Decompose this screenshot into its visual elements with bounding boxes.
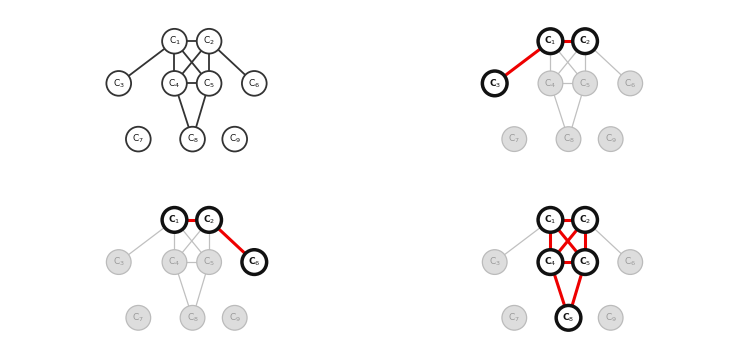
Text: C$_{8}$: C$_{8}$ bbox=[187, 312, 198, 324]
Circle shape bbox=[162, 29, 187, 53]
Text: C$_{4}$: C$_{4}$ bbox=[545, 77, 557, 90]
Circle shape bbox=[573, 71, 598, 96]
Text: C$_{4}$: C$_{4}$ bbox=[545, 256, 557, 268]
Circle shape bbox=[538, 71, 562, 96]
Text: C$_{7}$: C$_{7}$ bbox=[133, 133, 145, 145]
Circle shape bbox=[222, 305, 247, 330]
Text: C$_{2}$: C$_{2}$ bbox=[203, 214, 215, 226]
Circle shape bbox=[181, 127, 205, 151]
Text: C$_{6}$: C$_{6}$ bbox=[624, 256, 637, 268]
Circle shape bbox=[538, 29, 562, 53]
Text: C$_{8}$: C$_{8}$ bbox=[562, 133, 574, 145]
Text: C$_{8}$: C$_{8}$ bbox=[187, 133, 198, 145]
Text: C$_{2}$: C$_{2}$ bbox=[579, 214, 591, 226]
Text: C$_{7}$: C$_{7}$ bbox=[509, 133, 521, 145]
Circle shape bbox=[482, 71, 507, 96]
Text: C$_{1}$: C$_{1}$ bbox=[545, 214, 557, 226]
Circle shape bbox=[502, 127, 527, 151]
Text: C$_{3}$: C$_{3}$ bbox=[489, 256, 500, 268]
Circle shape bbox=[106, 250, 131, 274]
Circle shape bbox=[126, 127, 151, 151]
Circle shape bbox=[242, 250, 267, 274]
Circle shape bbox=[162, 71, 187, 96]
Circle shape bbox=[573, 250, 598, 274]
Circle shape bbox=[598, 305, 623, 330]
Text: C$_{9}$: C$_{9}$ bbox=[604, 312, 616, 324]
Text: C$_{5}$: C$_{5}$ bbox=[203, 256, 215, 268]
Text: C$_{7}$: C$_{7}$ bbox=[133, 312, 145, 324]
Circle shape bbox=[573, 208, 598, 232]
Circle shape bbox=[538, 208, 562, 232]
Circle shape bbox=[502, 305, 527, 330]
Circle shape bbox=[197, 250, 222, 274]
Circle shape bbox=[197, 29, 222, 53]
Circle shape bbox=[482, 250, 507, 274]
Circle shape bbox=[557, 127, 581, 151]
Circle shape bbox=[618, 71, 643, 96]
Text: C$_{5}$: C$_{5}$ bbox=[203, 77, 215, 90]
Circle shape bbox=[197, 208, 222, 232]
Text: C$_{4}$: C$_{4}$ bbox=[169, 256, 181, 268]
Text: C$_{2}$: C$_{2}$ bbox=[203, 35, 215, 47]
Text: C$_{1}$: C$_{1}$ bbox=[169, 35, 181, 47]
Text: C$_{2}$: C$_{2}$ bbox=[579, 35, 591, 47]
Text: C$_{6}$: C$_{6}$ bbox=[624, 77, 637, 90]
Text: C$_{9}$: C$_{9}$ bbox=[604, 133, 616, 145]
Circle shape bbox=[106, 71, 131, 96]
Text: C$_{6}$: C$_{6}$ bbox=[248, 256, 261, 268]
Text: C$_{9}$: C$_{9}$ bbox=[228, 133, 240, 145]
Circle shape bbox=[162, 250, 187, 274]
Text: C$_{1}$: C$_{1}$ bbox=[545, 35, 557, 47]
Circle shape bbox=[242, 71, 267, 96]
Circle shape bbox=[598, 127, 623, 151]
Circle shape bbox=[197, 71, 222, 96]
Text: C$_{3}$: C$_{3}$ bbox=[488, 77, 501, 90]
Text: C$_{5}$: C$_{5}$ bbox=[579, 77, 591, 90]
Text: C$_{9}$: C$_{9}$ bbox=[228, 312, 240, 324]
Text: C$_{6}$: C$_{6}$ bbox=[248, 77, 261, 90]
Text: C$_{3}$: C$_{3}$ bbox=[113, 77, 124, 90]
Circle shape bbox=[573, 29, 598, 53]
Text: C$_{7}$: C$_{7}$ bbox=[509, 312, 521, 324]
Circle shape bbox=[557, 305, 581, 330]
Text: C$_{8}$: C$_{8}$ bbox=[562, 312, 574, 324]
Text: C$_{5}$: C$_{5}$ bbox=[579, 256, 591, 268]
Circle shape bbox=[538, 250, 562, 274]
Text: C$_{3}$: C$_{3}$ bbox=[113, 256, 124, 268]
Circle shape bbox=[162, 208, 187, 232]
Circle shape bbox=[126, 305, 151, 330]
Circle shape bbox=[222, 127, 247, 151]
Circle shape bbox=[181, 305, 205, 330]
Text: C$_{1}$: C$_{1}$ bbox=[169, 214, 181, 226]
Text: C$_{4}$: C$_{4}$ bbox=[169, 77, 181, 90]
Circle shape bbox=[618, 250, 643, 274]
